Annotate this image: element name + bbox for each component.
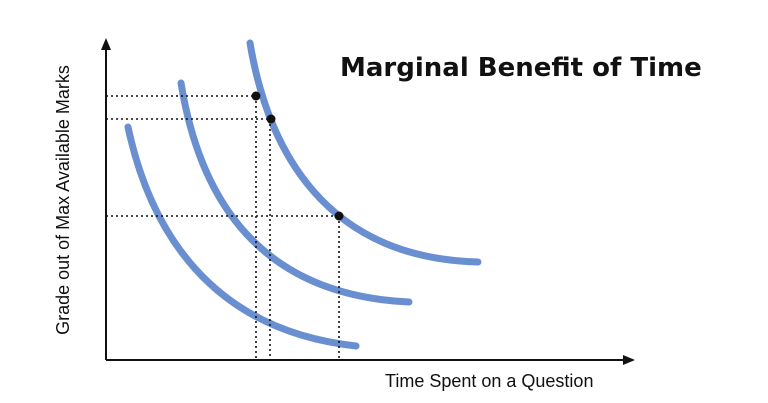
curve-middle (177, 79, 413, 306)
point-upper-left (251, 91, 261, 101)
point-lower (334, 211, 344, 221)
curve-high (246, 39, 482, 266)
point-upper-right (266, 114, 276, 124)
guide-lines (106, 95, 340, 360)
chart-title: Marginal Benefit of Time (340, 53, 702, 83)
y-axis-label: Grade out of Max Available Marks (53, 65, 73, 335)
curve-low (124, 123, 360, 350)
x-axis-arrow (623, 355, 635, 365)
y-axis-arrow (101, 38, 111, 50)
marked-points (251, 91, 344, 221)
benefit-curves (124, 39, 482, 350)
axes (101, 38, 635, 365)
x-axis-label: Time Spent on a Question (385, 371, 593, 391)
